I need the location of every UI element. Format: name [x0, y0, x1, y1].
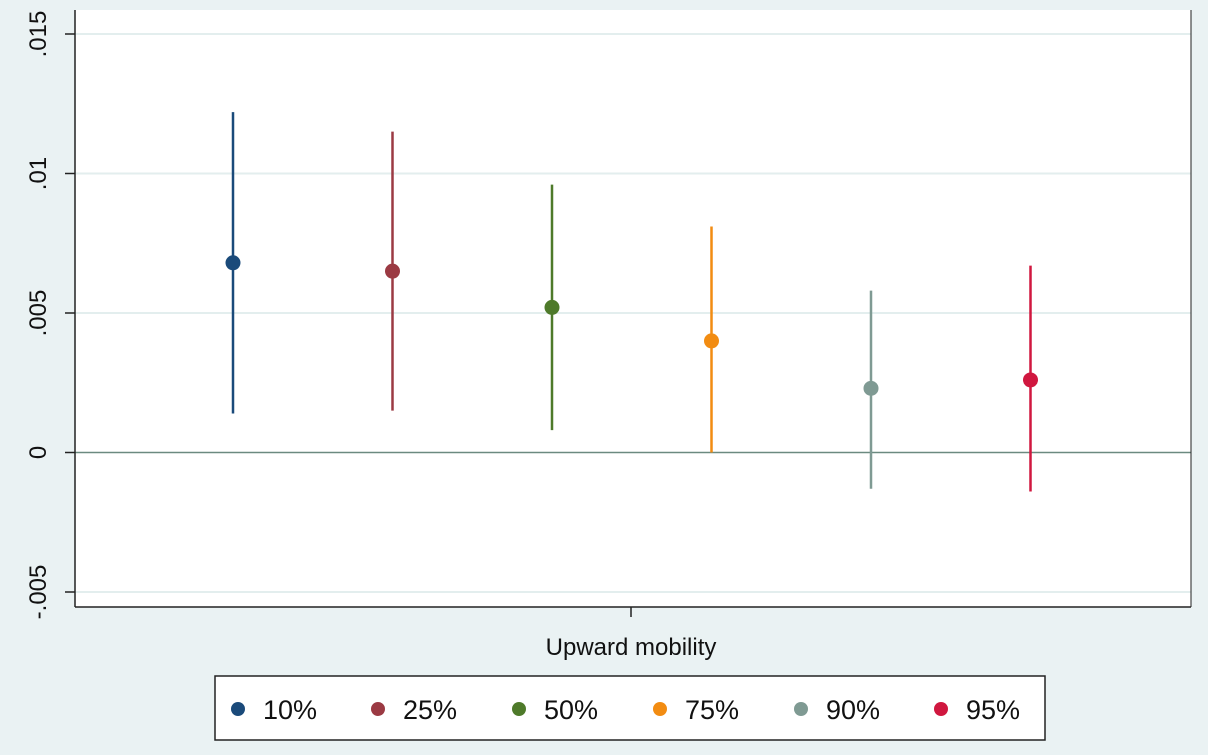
legend-marker-50pct [512, 702, 526, 716]
legend-marker-75pct [653, 702, 667, 716]
legend-label: 10% [263, 695, 317, 725]
y-tick-label: .01 [25, 157, 52, 190]
y-tick-label: -.005 [25, 565, 52, 620]
y-tick-label: 0 [25, 446, 52, 459]
point-estimate-95pct [1023, 372, 1038, 388]
legend-marker-10pct [231, 702, 245, 716]
legend-marker-95pct [934, 702, 948, 716]
legend-label: 95% [966, 695, 1020, 725]
y-tick-label: .015 [25, 11, 52, 58]
gridlines [75, 33, 1191, 593]
legend-label: 90% [826, 695, 880, 725]
legend-label: 75% [685, 695, 739, 725]
y-tick-label: .005 [25, 290, 52, 337]
legend-label: 50% [544, 695, 598, 725]
legend-label: 25% [403, 695, 457, 725]
legend-box [214, 675, 1046, 741]
x-axis-title: Upward mobility [546, 634, 717, 661]
point-estimate-75pct [704, 333, 719, 349]
data-marks [225, 112, 1038, 492]
legend-marker-25pct [371, 702, 385, 716]
point-estimate-25pct [385, 263, 400, 279]
point-estimate-50pct [544, 299, 560, 315]
point-estimate-90pct [863, 380, 879, 396]
y-ticks: -.005 0 .005 .01 .015 [25, 11, 75, 620]
point-estimate-10pct [225, 255, 241, 271]
plot-area [75, 10, 1191, 607]
legend-marker-90pct [794, 702, 808, 716]
legend: 10% 25% 50% 75% 90% 95% [231, 695, 1020, 725]
